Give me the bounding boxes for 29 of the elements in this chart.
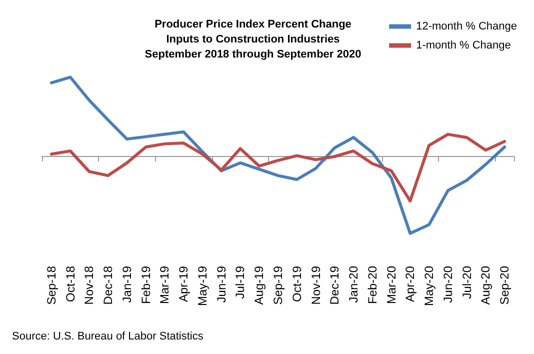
x-tick-label: Jan-19	[120, 266, 134, 303]
x-tick-label: Feb-20	[365, 266, 380, 304]
x-tick-label: Sep-19	[271, 266, 285, 305]
source-note: Source: U.S. Bureau of Labor Statistics	[12, 330, 204, 342]
x-tick-label: Sep-20	[498, 266, 512, 305]
x-tick-label: Dec-18	[101, 266, 116, 305]
x-tick-label: Nov-19	[308, 266, 323, 305]
x-tick-label: Mar-20	[384, 266, 398, 304]
x-tick-label: Nov-18	[82, 266, 96, 305]
x-tick-label: May-19	[195, 266, 210, 306]
x-tick-label: Aug-20	[478, 266, 493, 305]
x-tick-label: Oct-19	[290, 266, 304, 302]
x-tick-label: Sep-18	[44, 266, 58, 305]
x-tick-label: Aug-19	[252, 266, 266, 305]
legend-label: 12-month % Change	[416, 20, 518, 32]
x-tick-label: Apr-20	[403, 266, 418, 302]
x-tick-label: Jul-19	[233, 266, 248, 299]
x-tick-label: Jul-20	[460, 266, 474, 299]
x-tick-label: Jun-20	[440, 266, 455, 303]
x-tick-label: Apr-19	[176, 266, 191, 302]
x-tick-label: Dec-19	[328, 266, 342, 305]
x-tick-label: Jan-20	[346, 266, 361, 303]
x-tick-label: Mar-19	[158, 266, 172, 304]
legend-label: 1-month % Change	[416, 40, 511, 52]
x-tick-label: Oct-18	[63, 266, 78, 302]
x-tick-label: Jun-19	[214, 266, 228, 303]
x-tick-label: Feb-19	[138, 266, 153, 304]
x-tick-label: May-20	[422, 266, 436, 306]
chart-title: Producer Price Index Percent Change Inputs to Construction Industries September 2018 through September 2020	[144, 18, 362, 60]
